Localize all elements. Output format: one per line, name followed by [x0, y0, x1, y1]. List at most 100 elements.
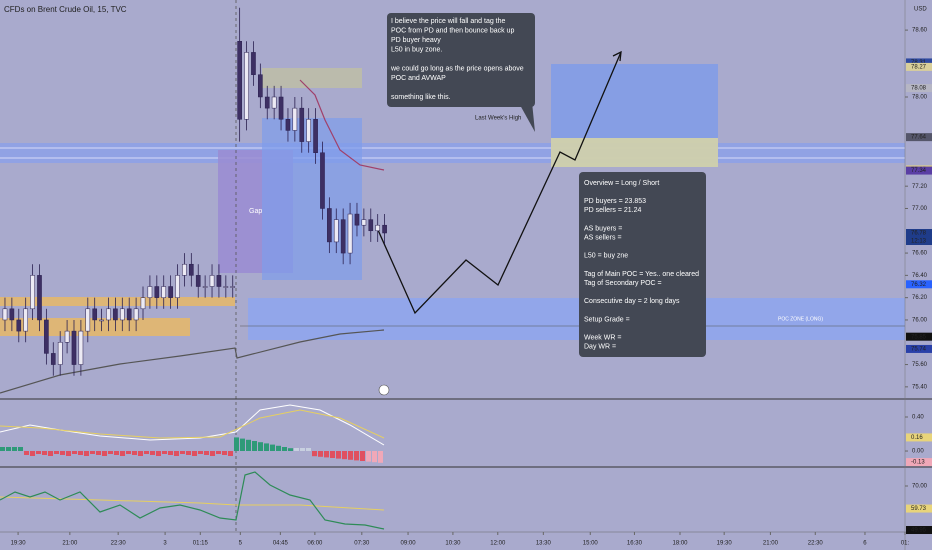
candle-body: [244, 52, 249, 120]
candle-body: [223, 286, 229, 288]
x-tick-label: 16:30: [627, 541, 643, 547]
note-line: PD sellers = 21.24: [584, 207, 641, 214]
note-line: L50 = buy zne: [584, 253, 628, 260]
histogram-bar: [360, 451, 365, 461]
candle-body: [333, 219, 339, 243]
histogram-bar: [42, 451, 47, 455]
price-badge: [906, 133, 932, 142]
projection-arrow: [612, 50, 622, 62]
histogram-bar: [252, 441, 257, 451]
note-box: [387, 13, 535, 107]
note-tail: [520, 102, 535, 132]
price-badge-label: 0.16: [911, 435, 923, 441]
gap-label: Gap: [249, 208, 262, 215]
candle-body: [271, 96, 277, 109]
candle-body: [168, 286, 173, 298]
x-tick-label: 21:00: [763, 541, 779, 547]
histogram-bar: [102, 451, 107, 456]
histogram-bar: [114, 451, 119, 455]
histogram-bar: [366, 451, 371, 462]
histogram-bar: [78, 451, 83, 455]
candle-body: [175, 275, 180, 298]
candle-body: [147, 286, 153, 298]
note-line: Week WR =: [584, 335, 621, 342]
histogram-bar: [144, 451, 149, 454]
flash-icon[interactable]: [378, 384, 390, 396]
histogram-bar: [12, 447, 17, 451]
candle-body: [2, 308, 8, 321]
y-tick-label: 78.00: [912, 95, 928, 101]
price-badge-label: 77.64: [911, 135, 927, 141]
histogram-bar: [168, 451, 173, 455]
histogram-bar: [6, 447, 11, 451]
price-badge-label: 59.73: [911, 506, 927, 512]
histogram-bar: [378, 451, 383, 463]
candle-body: [278, 96, 284, 120]
histogram-bar: [0, 447, 5, 451]
candle-body: [9, 308, 15, 321]
histogram-bar: [258, 442, 263, 451]
y-tick-label: 70.00: [912, 484, 928, 490]
chart-title: CFDs on Brent Crude Oil, 15, TVC: [4, 5, 127, 14]
note-line: we could go long as the price opens abov…: [390, 65, 524, 72]
candle-body: [44, 319, 49, 354]
candle-body: [320, 152, 325, 209]
histogram-bar: [306, 448, 311, 451]
candle-body: [382, 224, 387, 234]
histogram: [0, 437, 383, 463]
candle-body: [251, 52, 256, 75]
y-tick-label: 76.20: [912, 295, 928, 301]
price-badge: [906, 166, 932, 175]
histogram-bar: [48, 451, 53, 456]
histogram-bar: [90, 451, 95, 454]
note-line: AS sellers =: [584, 234, 622, 241]
histogram-bar: [264, 443, 269, 451]
price-badge-label: 76.78: [911, 231, 927, 237]
histogram-bar: [156, 451, 161, 456]
note-line: Day WR =: [584, 344, 616, 351]
avwap-line: [0, 329, 385, 394]
price-badge: [906, 458, 932, 467]
candle-body: [327, 208, 332, 243]
histogram-bar: [66, 451, 71, 456]
histogram-bar: [132, 451, 137, 455]
candle-body: [216, 275, 222, 287]
candle-body: [195, 275, 201, 287]
histogram-bar: [216, 451, 221, 454]
histogram-bar: [24, 451, 29, 455]
histogram-bar: [120, 451, 125, 456]
histogram-bar: [348, 451, 353, 460]
y-tick-label: 76.60: [912, 251, 928, 257]
currency-label: USD: [914, 7, 927, 13]
price-badge: [906, 58, 932, 67]
candle-body: [202, 286, 208, 288]
poc-zone-label: POC ZONE (LONG): [778, 316, 823, 322]
overview-box: [579, 172, 706, 357]
y-tick-label: 75.60: [912, 362, 928, 368]
candle-body: [347, 213, 353, 254]
note-line: I believe the price will fall and tag th…: [391, 18, 506, 25]
x-tick-label: 09:00: [401, 541, 417, 547]
histogram-bar: [372, 451, 377, 463]
candle-body: [64, 330, 70, 343]
note-line: AS buyers =: [584, 225, 622, 232]
price-badge-label: 49.95: [911, 528, 927, 534]
histogram-bar: [72, 451, 77, 454]
candle-body: [361, 219, 367, 226]
histogram-bar: [162, 451, 167, 454]
x-tick-label: 3: [163, 541, 167, 547]
price-badge-label: 77.34: [911, 168, 927, 174]
price-badge: [906, 332, 932, 341]
candle-body: [133, 308, 139, 321]
x-tick-label: 13:30: [536, 541, 552, 547]
y-tick-label: 78.60: [912, 28, 928, 34]
price-badge: [906, 62, 932, 71]
y-tick-label: 77.00: [912, 206, 928, 212]
candle-body: [92, 308, 98, 321]
x-tick-label: 10:30: [445, 541, 461, 547]
candle-body: [85, 308, 91, 332]
price-badge-label: 75.85: [911, 334, 927, 340]
x-tick-label: 19:30: [11, 541, 27, 547]
note-line: Tag of Secondary POC =: [584, 280, 662, 287]
candle-body: [30, 275, 35, 310]
